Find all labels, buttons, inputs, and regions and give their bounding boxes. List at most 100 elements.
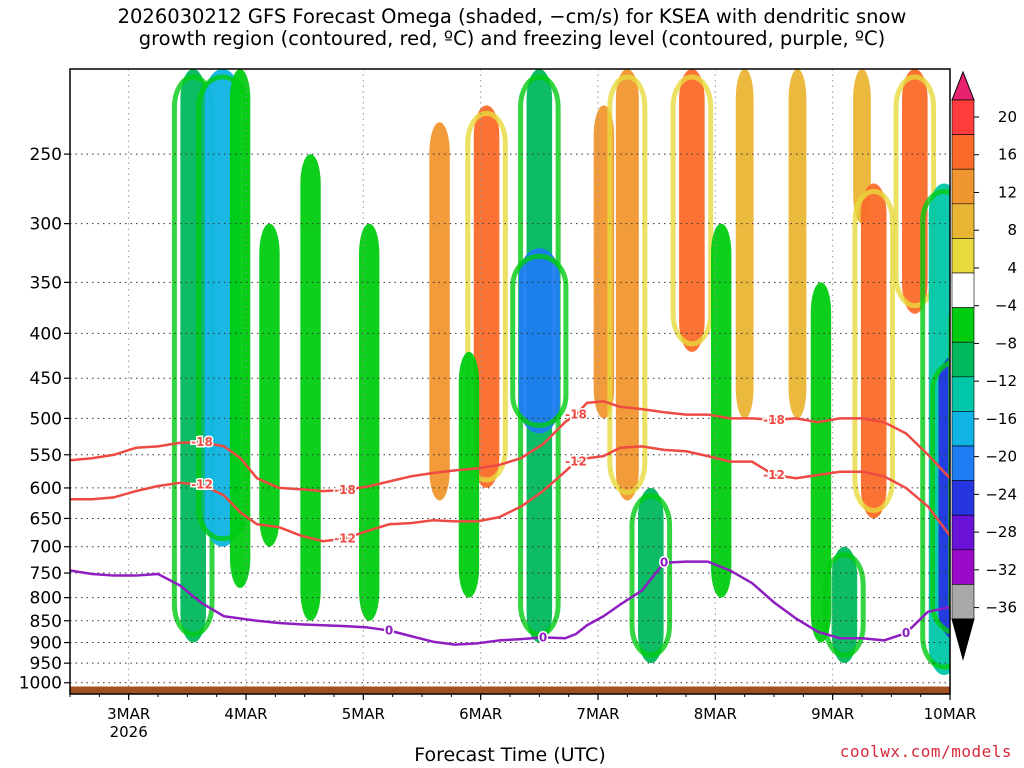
colorbar-swatch-9 bbox=[951, 411, 975, 447]
contour-1 bbox=[70, 445, 950, 543]
colorbar-bottom-arrow bbox=[951, 618, 975, 661]
omega-cell-20 bbox=[831, 546, 858, 664]
omega-halo-22 bbox=[852, 188, 896, 513]
colorbar-swatch-10 bbox=[951, 445, 975, 481]
colorbar-swatch-6 bbox=[951, 307, 975, 343]
omega-cell-11 bbox=[518, 248, 560, 434]
omega-cell-1 bbox=[180, 69, 206, 643]
omega-cell-7 bbox=[429, 122, 450, 501]
colorbar-label-9: −20 bbox=[985, 448, 1017, 466]
x-tick-label-5MAR: 5MAR bbox=[342, 705, 385, 723]
omega-cell-9 bbox=[458, 351, 480, 598]
y-tick-label-450: 450 bbox=[30, 369, 62, 389]
colorbar-label-0: 20 bbox=[998, 108, 1017, 126]
contour-label-1-3: -12 bbox=[763, 468, 785, 482]
grid-lines bbox=[70, 69, 951, 694]
contour-0 bbox=[70, 400, 950, 493]
y-tick-label-800: 800 bbox=[30, 589, 62, 609]
omega-cell-0 bbox=[128, 223, 141, 558]
colorbar-top-arrow bbox=[951, 70, 975, 101]
colorbar-label-3: 8 bbox=[1007, 221, 1017, 239]
omega-cell-19 bbox=[810, 282, 832, 643]
y-tick-label-350: 350 bbox=[30, 273, 62, 293]
contour-lines: -18 -18 -18 -18 -12 -12 -12 -12 0 0 0 0 bbox=[70, 400, 950, 646]
colorbar-label-6: −8 bbox=[995, 334, 1017, 352]
colorbar-swatch-4 bbox=[951, 238, 975, 274]
y-tick-label-1000: 1000 bbox=[19, 674, 62, 694]
colorbar-label-10: −24 bbox=[985, 485, 1017, 503]
colorbar-swatch-8 bbox=[951, 376, 975, 412]
x-tick-label-10MAR: 10MAR bbox=[924, 705, 977, 723]
colorbar-swatch-13 bbox=[951, 549, 975, 585]
colorbar-swatch-7 bbox=[951, 341, 975, 378]
colorbar-label-13: −36 bbox=[985, 599, 1017, 617]
omega-cell-16 bbox=[711, 223, 732, 598]
colorbar-swatch-3 bbox=[951, 203, 975, 239]
colorbar-swatch-12 bbox=[951, 514, 975, 551]
contour-label-0-3: -18 bbox=[763, 413, 785, 427]
title-line-1: 2026030212 GFS Forecast Omega (shaded, −… bbox=[117, 5, 907, 28]
colorbar-label-7: −12 bbox=[985, 372, 1017, 390]
colorbar-swatch-2 bbox=[951, 168, 975, 205]
terrain-band bbox=[70, 686, 950, 694]
omega-cell-14 bbox=[638, 487, 664, 664]
omega-cell-5 bbox=[300, 154, 321, 621]
omega-halo-13 bbox=[607, 74, 648, 495]
y-tick-label-950: 950 bbox=[30, 654, 62, 674]
contour-label-2-2: 0 bbox=[660, 556, 668, 570]
x-tick-label-7MAR: 7MAR bbox=[576, 705, 619, 723]
colorbar-label-2: 12 bbox=[998, 183, 1017, 201]
omega-halo-14 bbox=[629, 493, 673, 658]
y-tick-label-550: 550 bbox=[30, 446, 62, 466]
omega-cell-13 bbox=[615, 69, 639, 501]
surface-band bbox=[70, 686, 950, 694]
omega-halo-23 bbox=[893, 74, 937, 309]
omega-halo-20 bbox=[823, 552, 866, 658]
y-tick-label-750: 750 bbox=[30, 564, 62, 584]
contour-label-1-0: -12 bbox=[191, 478, 213, 492]
omega-cell-8 bbox=[473, 105, 500, 488]
omega-cell-4 bbox=[259, 223, 280, 547]
omega-halo-8 bbox=[465, 110, 508, 483]
y-tick-label-600: 600 bbox=[30, 479, 62, 499]
contour-label-1-2: -12 bbox=[565, 455, 587, 469]
x-tick-label-6MAR: 6MAR bbox=[459, 705, 502, 723]
omega-cell-22 bbox=[860, 183, 887, 519]
site-credit: coolwx.com/models bbox=[839, 742, 1012, 761]
y-tick-label-400: 400 bbox=[30, 324, 62, 344]
colorbar-label-12: −32 bbox=[985, 561, 1017, 579]
colorbar-swatch-5 bbox=[951, 272, 975, 308]
y-tick-label-850: 850 bbox=[30, 612, 62, 632]
colorbar-label-4: 4 bbox=[1007, 259, 1017, 277]
colorbar-swatch-0 bbox=[951, 99, 975, 135]
omega-cell-17 bbox=[735, 69, 754, 419]
colorbar-swatch-1 bbox=[951, 134, 975, 170]
x-axis-label: Forecast Time (UTC) bbox=[414, 744, 606, 766]
contour-label-0-2: -18 bbox=[565, 408, 587, 422]
x-tick-label-9MAR: 9MAR bbox=[811, 705, 854, 723]
contour-label-0-0: -18 bbox=[191, 435, 213, 449]
chart-title: 2026030212 GFS Forecast Omega (shaded, −… bbox=[0, 6, 1024, 50]
colorbar-label-8: −16 bbox=[985, 410, 1017, 428]
colorbar-swatch-11 bbox=[951, 480, 975, 516]
x-tick-label-4MAR: 4MAR bbox=[224, 705, 267, 723]
contour-label-1-1: -12 bbox=[334, 531, 356, 545]
contour-label-2-0: 0 bbox=[385, 623, 393, 637]
colorbar: 20 16 12 8 4 −4 −8 −12 −16 −20 −24 −28 −32 −36 bbox=[951, 70, 1017, 661]
title-line-2: growth region (contoured, red, ºC) and f… bbox=[138, 27, 886, 50]
contour-label-2-3: 0 bbox=[902, 626, 910, 640]
omega-shading bbox=[128, 69, 950, 676]
omega-halo-15 bbox=[670, 74, 714, 347]
y-tick-label-700: 700 bbox=[30, 538, 62, 558]
colorbar-label-1: 16 bbox=[998, 146, 1017, 164]
omega-halo-24 bbox=[920, 188, 950, 670]
omega-cell-25 bbox=[938, 356, 950, 639]
omega-cell-21 bbox=[853, 69, 871, 224]
contour-label-2-1: 0 bbox=[539, 630, 547, 644]
y-tick-label-650: 650 bbox=[30, 509, 62, 529]
omega-cell-3 bbox=[229, 69, 251, 588]
y-tick-label-300: 300 bbox=[30, 215, 62, 235]
omega-cell-15 bbox=[679, 69, 705, 352]
